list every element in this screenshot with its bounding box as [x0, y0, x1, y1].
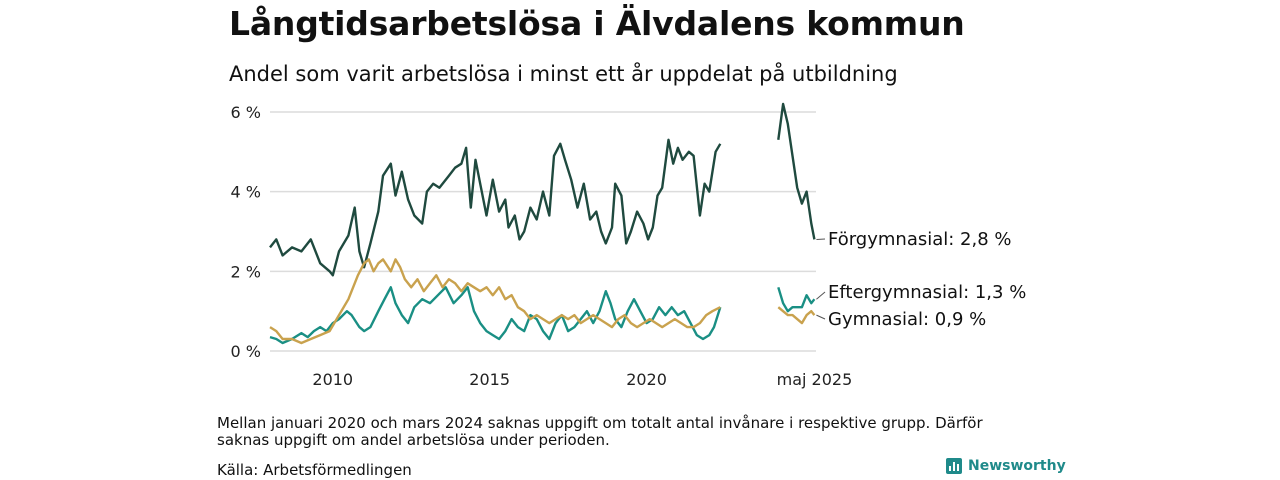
- y-tick-label: 6 %: [231, 103, 261, 122]
- y-tick-label: 0 %: [231, 342, 261, 361]
- chart-title: Långtidsarbetslösa i Älvdalens kommun: [229, 4, 965, 43]
- label-leader-line: [816, 291, 826, 300]
- label-leader-line: [816, 314, 826, 320]
- series-line-eftergymnasial: [777, 286, 816, 313]
- series-line-gymnasial: [777, 306, 816, 325]
- series-line-eftergymnasial: [269, 286, 722, 345]
- end-label-gymnasial: Gymnasial: 0,9 %: [828, 309, 986, 330]
- series-line-förgymnasial: [777, 102, 816, 240]
- x-tick-label: 2015: [469, 370, 510, 389]
- y-tick-label: 2 %: [231, 262, 261, 281]
- series-line-gymnasial: [269, 258, 721, 345]
- brand-logo: Newsworthy: [946, 458, 1066, 474]
- brand-name: Newsworthy: [968, 458, 1066, 474]
- series-line-förgymnasial: [269, 138, 722, 277]
- x-tick-label: 2020: [626, 370, 667, 389]
- footnote: Mellan januari 2020 och mars 2024 saknas…: [217, 414, 983, 449]
- source-credit: Källa: Arbetsförmedlingen: [217, 461, 412, 479]
- end-label-eftergymnasial: Eftergymnasial: 1,3 %: [828, 282, 1026, 303]
- line-chart: 0 % 2 % 4 % 6 % 2010 2015 2020 maj 2025 Förgymna…: [231, 102, 1026, 389]
- x-tick-label: 2010: [312, 370, 353, 389]
- end-label-förgymnasial: Förgymnasial: 2,8 %: [828, 229, 1012, 250]
- bar-chart-icon: [946, 458, 962, 474]
- x-tick-label: maj 2025: [777, 370, 853, 389]
- y-tick-label: 4 %: [231, 183, 261, 202]
- chart-subtitle: Andel som varit arbetslösa i minst ett å…: [229, 62, 898, 86]
